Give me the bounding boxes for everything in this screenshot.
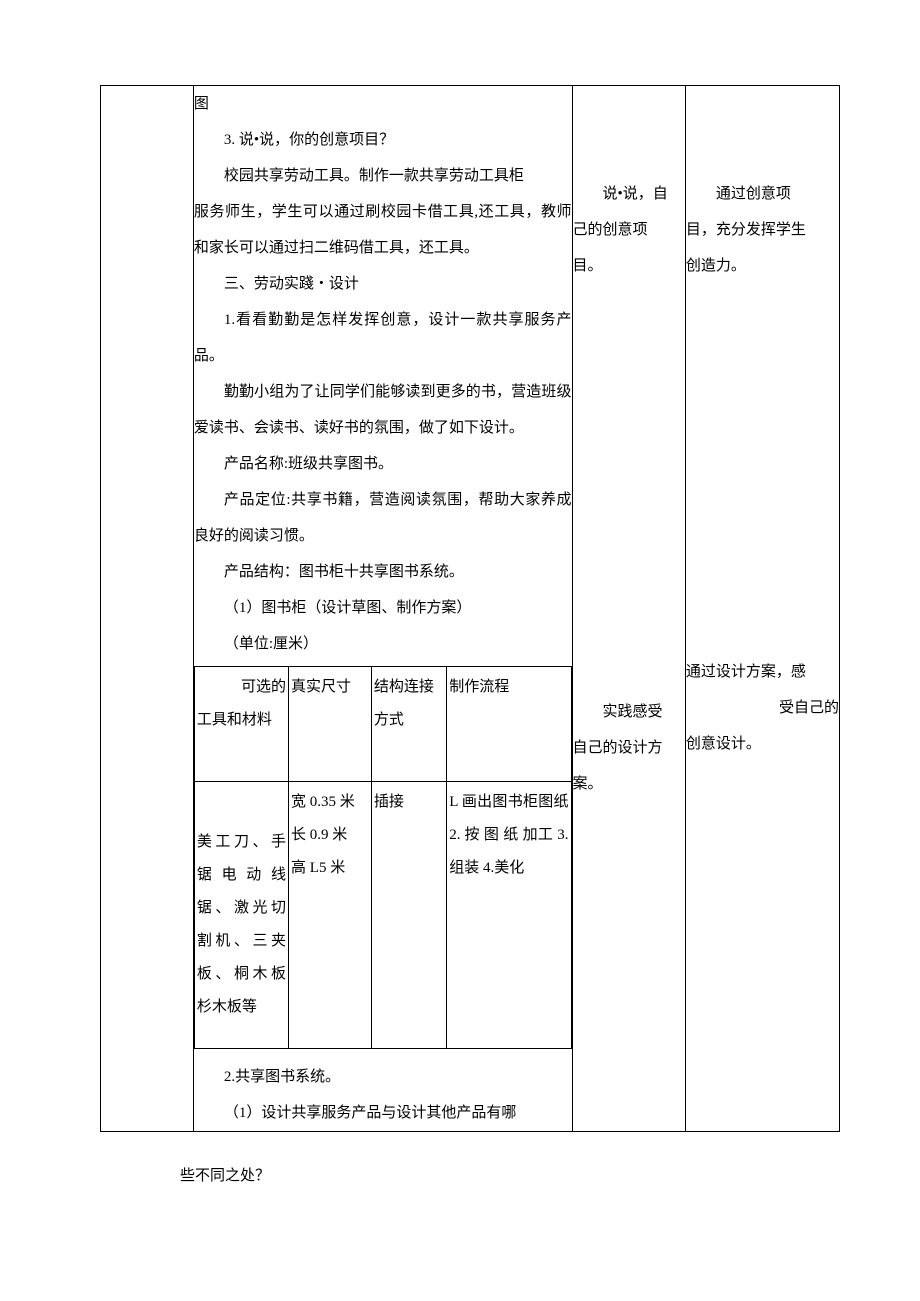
inner-spec-table: 可选的 工具和材料 真实尺寸 结构连接 方式 制作流程: [194, 666, 572, 1049]
r2-b1-l1: 通过创意项: [686, 176, 839, 212]
r1-b1-l1: 说•说，自: [573, 176, 685, 212]
r2-b1-l3: 创造力。: [686, 248, 839, 284]
inner-h3b: 方式: [374, 712, 404, 728]
p10: （1）设计共享服务产品与设计其他产品有哪: [194, 1095, 572, 1131]
r1-b2-l1: 实践感受: [573, 694, 685, 730]
r2-b2-l1: 通过设计方案，感: [686, 654, 839, 690]
inner-h4: 制作流程: [447, 667, 571, 782]
main-lesson-table: 图 3. 说•说，你的创意项目？ 校园共享劳动工具。制作一款共享劳动工具柜 服务…: [100, 85, 840, 1132]
page: 图 3. 说•说，你的创意项目？ 校园共享劳动工具。制作一款共享劳动工具柜 服务…: [0, 85, 920, 1194]
r1-b2-l3: 案。: [573, 766, 685, 802]
h3: 三、劳动实踐・设计: [194, 266, 572, 302]
col-design-intent: 通过创意项 目，充分发挥学生 创造力。 通过设计方案，感 受自己的 创意设计。: [685, 86, 839, 1132]
col-student-activity: 说•说，自 己的创意项 目。 实践感受 自己的设计方 案。: [572, 86, 685, 1132]
inner-h3: 结构连接 方式: [371, 667, 446, 782]
p8: （单位:厘米）: [194, 626, 572, 662]
p4: 产品名称:班级共享图书。: [194, 446, 572, 482]
inner-r-c1-text: 美工刀、手锯电动线锯、激光切割机、三夹板、桐木板杉木板等: [197, 834, 286, 1015]
inner-h1a: 可选的: [197, 671, 286, 704]
inner-r-c2: 宽 0.35 米 长 0.9 米 高 L5 米: [289, 782, 372, 1049]
inner-h2: 真实尺寸: [289, 667, 372, 782]
p2: 服务师生，学生可以通过刷校园卡借工具,还工具，教师和家长可以通过扫二维码借工具，…: [194, 194, 572, 266]
r2-b2-l3: 创意设计。: [686, 726, 839, 762]
p1: 校园共享劳动工具。制作一款共享劳动工具柜: [194, 158, 572, 194]
table-row: 可选的 工具和材料 真实尺寸 结构连接 方式 制作流程: [194, 667, 571, 782]
inner-r-c1: 美工刀、手锯电动线锯、激光切割机、三夹板、桐木板杉木板等: [194, 782, 288, 1049]
spacer: [686, 284, 839, 654]
col-middle-content: 图 3. 说•说，你的创意项目？ 校园共享劳动工具。制作一款共享劳动工具柜 服务…: [193, 86, 572, 1132]
r1-b1-l3: 目。: [573, 248, 685, 284]
inner-h1b: 工具和材料: [197, 704, 286, 737]
table-row: 美工刀、手锯电动线锯、激光切割机、三夹板、桐木板杉木板等 宽 0.35 米 长 …: [194, 782, 571, 1049]
p5: 产品定位:共享书籍，营造阅读氛围，帮助大家养成良好的阅读习惯。: [194, 482, 572, 554]
inner-h3a: 结构连接: [374, 679, 434, 695]
r1-b2-l2: 自己的设计方: [573, 730, 685, 766]
p6: 产品结构：图书柜十共享图书系统。: [194, 554, 572, 590]
inner-r-c3: 插接: [371, 782, 446, 1049]
spacer: [573, 284, 685, 694]
p3: 勤勤小组为了让同学们能够读到更多的书，营造班级爱读书、会读书、读好书的氛围，做了…: [194, 374, 572, 446]
q3: 3. 说•说，你的创意项目？: [194, 122, 572, 158]
inner-r-c2-l2: 长 0.9 米: [291, 819, 369, 852]
inner-h1: 可选的 工具和材料: [194, 667, 288, 782]
spacer: [573, 86, 685, 176]
r1-b1-l2: 己的创意项: [573, 212, 685, 248]
r2-b2-l2: 受自己的: [686, 690, 839, 726]
inner-r-c4: L 画出图书柜图纸 2. 按 图 纸 加工 3. 组装 4.美化: [447, 782, 571, 1049]
p9: 2.共享图书系统。: [194, 1059, 572, 1095]
line-tu: 图: [194, 86, 572, 122]
col-left-empty: [101, 86, 194, 1132]
spacer: [686, 86, 839, 176]
q1: 1.看看勤勤是怎样发挥创意，设计一款共享服务产品。: [194, 302, 572, 374]
inner-r-c2-l1: 宽 0.35 米: [291, 786, 369, 819]
p7: （1）图书柜（设计草图、制作方案）: [194, 590, 572, 626]
inner-r-c2-l3: 高 L5 米: [291, 852, 369, 885]
footer-continuation: 些不同之处？: [180, 1158, 920, 1194]
r2-b1-l2: 目，充分发挥学生: [686, 212, 839, 248]
